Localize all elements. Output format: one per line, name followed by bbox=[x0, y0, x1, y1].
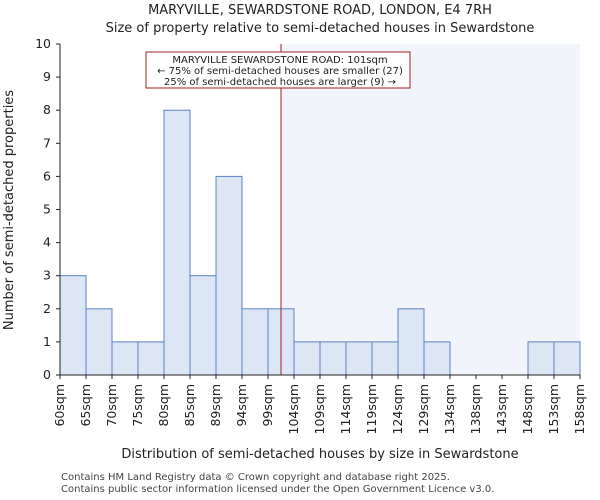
x-tick-label-75sqm: 75sqm bbox=[130, 384, 145, 427]
bar-75sqm bbox=[137, 341, 165, 376]
bar-70sqm bbox=[111, 341, 139, 376]
bar-65sqm bbox=[85, 308, 113, 376]
x-tick-label-158sqm: 158sqm bbox=[572, 384, 587, 434]
x-tick-label-109sqm: 109sqm bbox=[312, 384, 327, 434]
x-tick-label-89sqm: 89sqm bbox=[208, 384, 223, 427]
x-tick-label-70sqm: 70sqm bbox=[104, 384, 119, 427]
y-tick-label-0: 0 bbox=[43, 367, 51, 382]
bar-129sqm bbox=[423, 341, 451, 376]
footer-line-1: Contains HM Land Registry data © Crown c… bbox=[61, 472, 450, 483]
x-axis-label: Distribution of semi-detached houses by … bbox=[121, 447, 518, 462]
y-tick-label-1: 1 bbox=[43, 334, 51, 349]
bar-119sqm bbox=[371, 341, 399, 376]
bar-94sqm bbox=[241, 308, 269, 376]
bar-114sqm bbox=[345, 341, 373, 376]
chart-title-line-1: MARYVILLE, SEWARDSTONE ROAD, LONDON, E4 … bbox=[148, 3, 492, 18]
bar-148sqm bbox=[527, 341, 555, 376]
y-tick-label-9: 9 bbox=[43, 69, 51, 84]
x-tick-label-138sqm: 138sqm bbox=[468, 384, 483, 434]
annotation-box bbox=[145, 51, 411, 89]
chart-title-line-2: Size of property relative to semi-detach… bbox=[106, 21, 535, 36]
x-tick-label-129sqm: 129sqm bbox=[416, 384, 431, 434]
y-tick-label-8: 8 bbox=[43, 102, 51, 117]
y-tick-label-5: 5 bbox=[43, 202, 51, 217]
plot-area: 0 1 2 3 4 5 6 7 8 9 10 60sqm 65sqm 70sqm 75sqm 80sqm 85s… bbox=[35, 36, 587, 434]
x-tick-label-94sqm: 94sqm bbox=[234, 384, 249, 427]
y-tick-label-7: 7 bbox=[43, 135, 51, 150]
x-tick-label-148sqm: 148sqm bbox=[520, 384, 535, 434]
bar-153sqm bbox=[553, 341, 581, 376]
bar-85sqm bbox=[189, 275, 217, 376]
y-tick-label-3: 3 bbox=[43, 268, 51, 283]
x-tick-label-80sqm: 80sqm bbox=[156, 384, 171, 427]
y-tick-label-6: 6 bbox=[43, 168, 51, 183]
x-tick-label-143sqm: 143sqm bbox=[494, 384, 509, 434]
annotation-line-2: ← 75% of semi-detached houses are smalle… bbox=[157, 66, 403, 77]
y-tick-label-2: 2 bbox=[43, 301, 51, 316]
larger-region-highlight bbox=[281, 44, 580, 375]
x-tick-label-114sqm: 114sqm bbox=[338, 384, 353, 434]
x-tick-label-104sqm: 104sqm bbox=[286, 384, 301, 434]
annotation-line-3: 25% of semi-detached houses are larger (… bbox=[164, 77, 396, 88]
annotation-line-1: MARYVILLE SEWARDSTONE ROAD: 101sqm bbox=[172, 55, 387, 66]
footer-line-2: Contains public sector information licen… bbox=[61, 484, 495, 495]
bar-124sqm bbox=[397, 308, 425, 376]
x-tick-label-85sqm: 85sqm bbox=[182, 384, 197, 427]
x-tick-label-124sqm: 124sqm bbox=[390, 384, 405, 434]
bar-80sqm bbox=[163, 109, 191, 376]
bar-109sqm bbox=[319, 341, 347, 376]
bar-60sqm bbox=[59, 275, 87, 376]
x-tick-label-99sqm: 99sqm bbox=[260, 384, 275, 427]
x-tick-label-60sqm: 60sqm bbox=[52, 384, 67, 427]
y-tick-label-10: 10 bbox=[35, 36, 51, 51]
x-tick-label-153sqm: 153sqm bbox=[546, 384, 561, 434]
bar-104sqm bbox=[293, 341, 321, 376]
y-axis-label: Number of semi-detached properties bbox=[2, 90, 17, 330]
y-tick-label-4: 4 bbox=[43, 235, 51, 250]
x-tick-label-134sqm: 134sqm bbox=[442, 384, 457, 434]
x-tick-label-65sqm: 65sqm bbox=[78, 384, 93, 427]
x-tick-label-119sqm: 119sqm bbox=[364, 384, 379, 434]
bar-89sqm bbox=[215, 175, 243, 376]
